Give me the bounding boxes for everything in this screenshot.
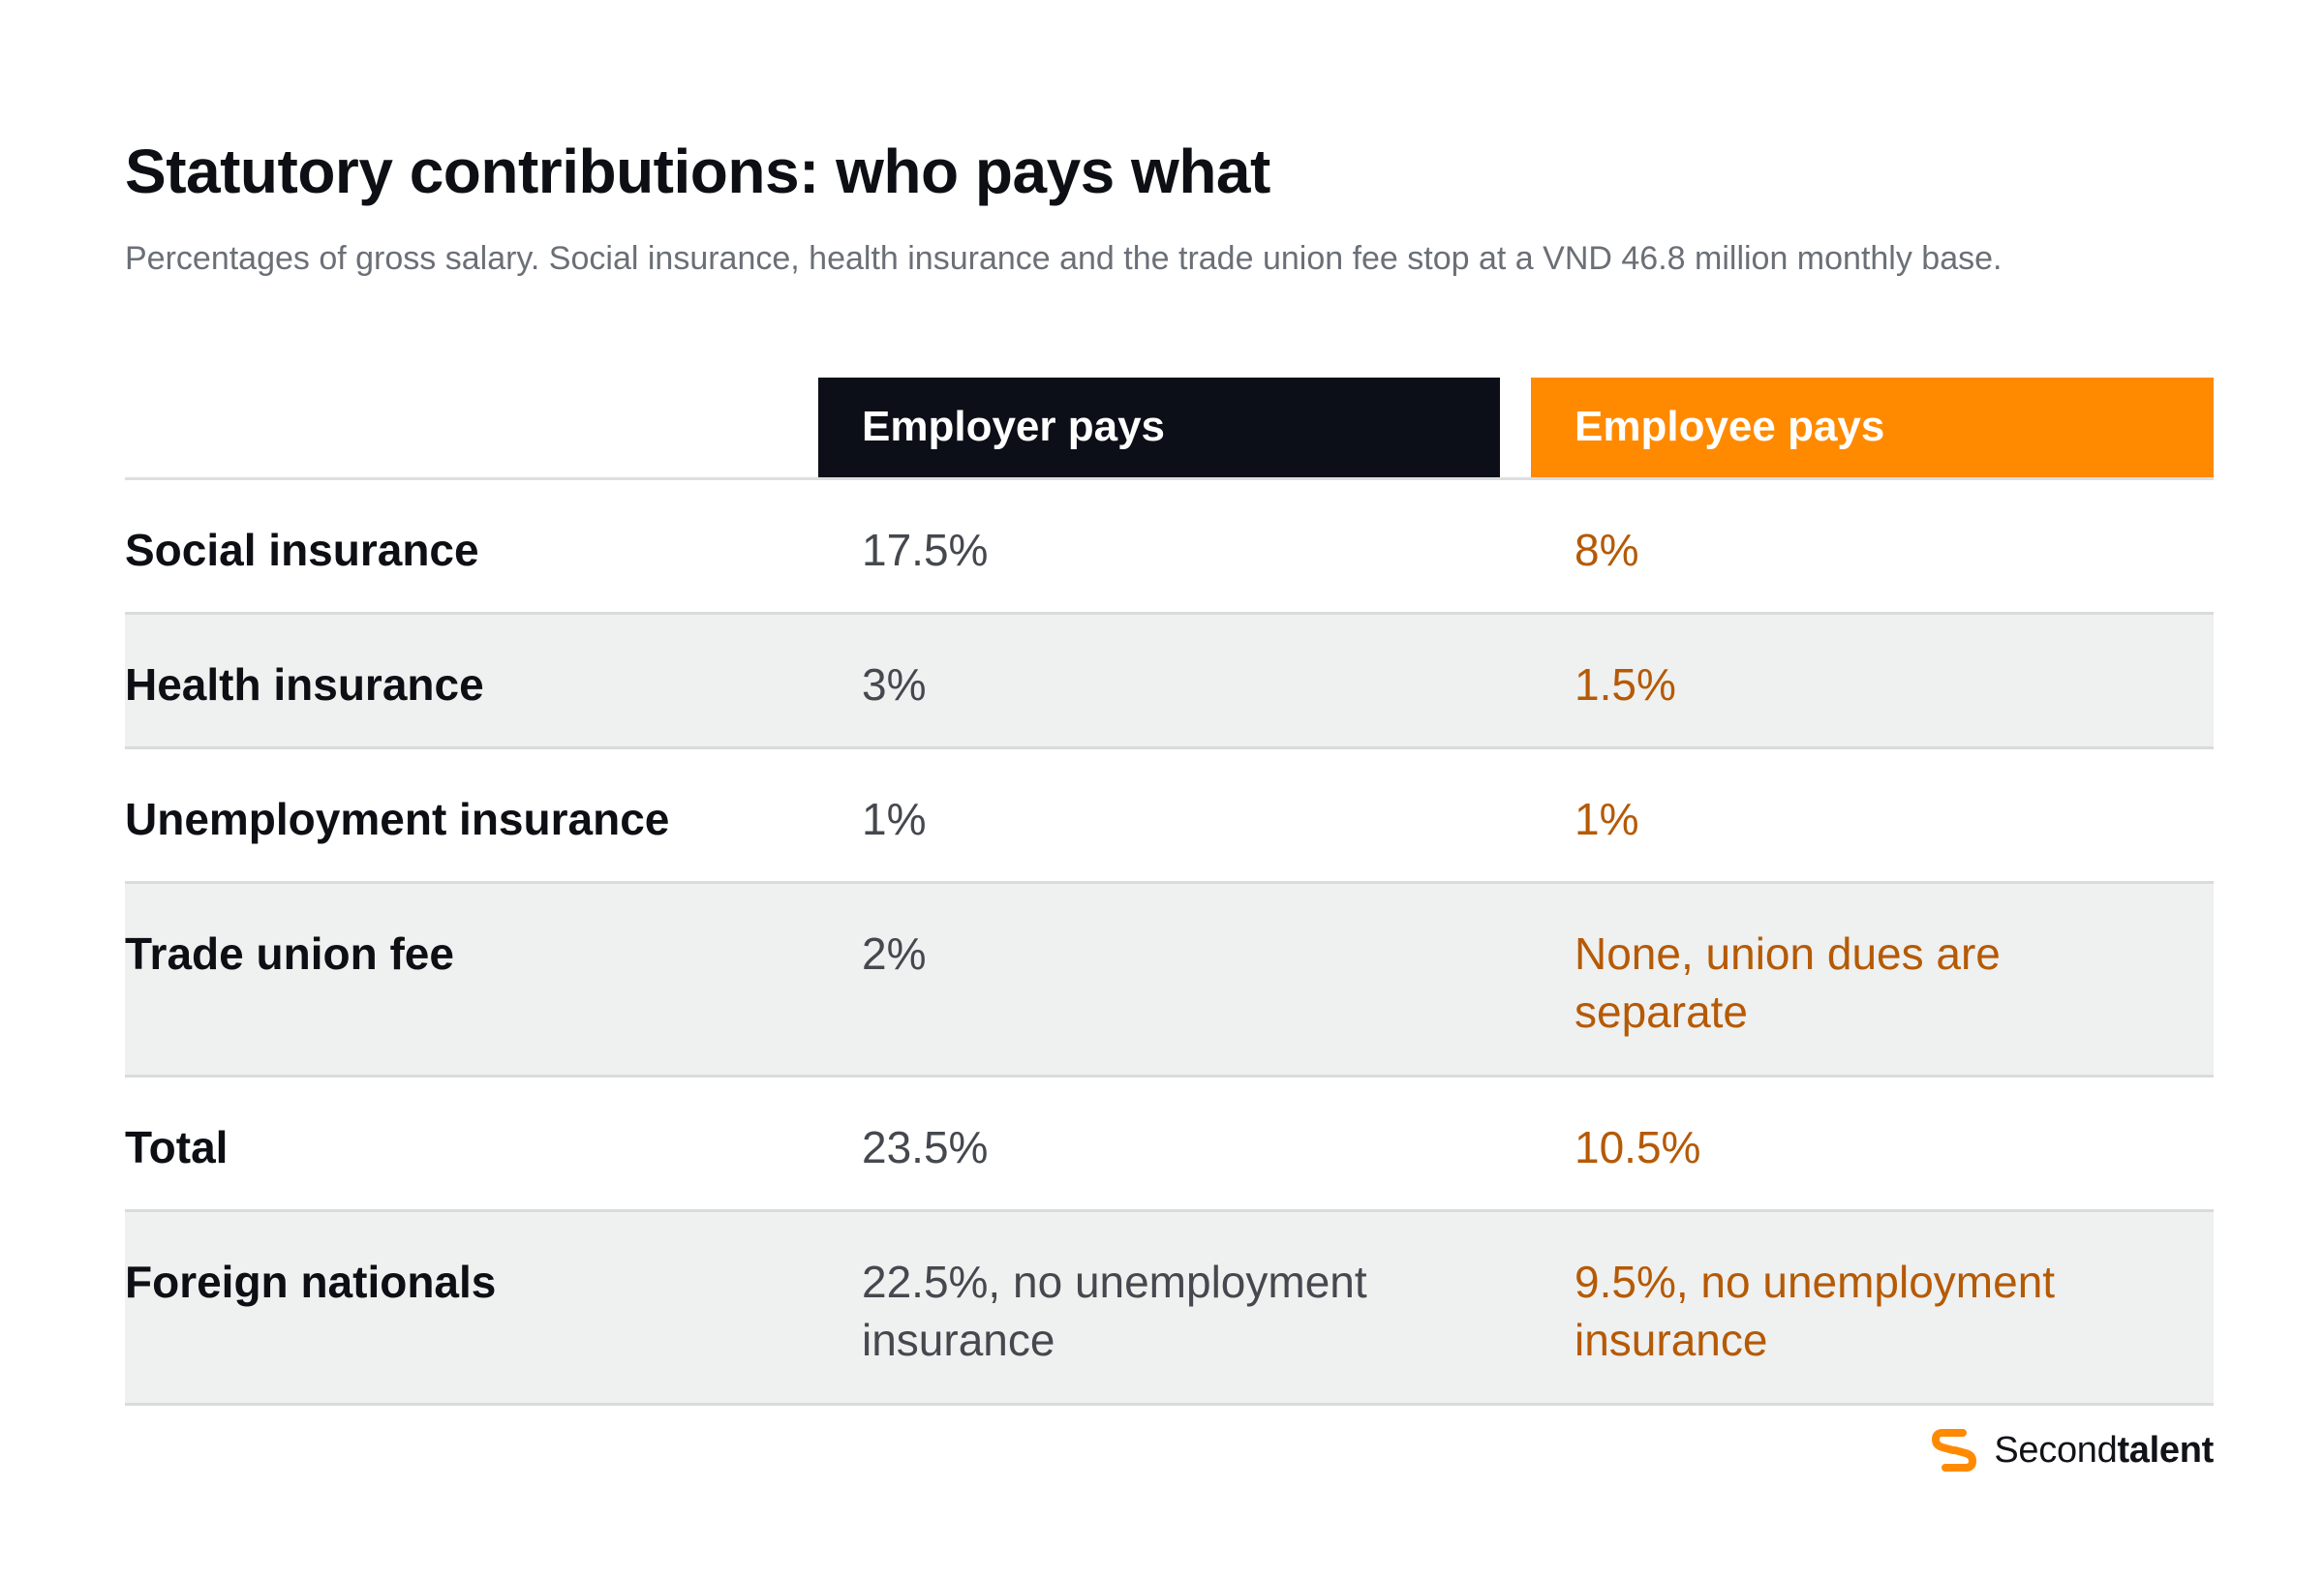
header-blank-cell <box>125 378 818 480</box>
row-label: Foreign nationals <box>125 1256 497 1307</box>
brand-name-regular: Second <box>1994 1429 2118 1471</box>
employee-value: 9.5%, no unemployment insurance <box>1575 1256 2056 1365</box>
row-label: Social insurance <box>125 524 479 575</box>
employer-value: 2% <box>862 927 927 979</box>
header-employee-pays: Employee pays <box>1531 378 2214 480</box>
chart-title: Statutory contributions: who pays what <box>125 137 1270 206</box>
employee-value: None, union dues are separate <box>1575 927 2001 1037</box>
table-row: Foreign nationals 22.5%, no unemployment… <box>125 1210 2214 1404</box>
employer-value: 22.5%, no unemployment insurance <box>862 1256 1367 1365</box>
table-row: Social insurance 17.5% 8% <box>125 478 2214 613</box>
secondtalent-logo-icon <box>1932 1429 1977 1472</box>
table-row: Unemployment insurance 1% 1% <box>125 747 2214 882</box>
employer-value: 1% <box>862 793 927 844</box>
brand-name: Secondtalent <box>1994 1430 2214 1472</box>
employer-value: 23.5% <box>862 1121 989 1172</box>
row-label: Health insurance <box>125 658 484 710</box>
employee-value: 1.5% <box>1575 658 1676 710</box>
table-row: Trade union fee 2% None, union dues are … <box>125 882 2214 1076</box>
row-label: Trade union fee <box>125 927 454 979</box>
header-gap <box>1500 378 1531 480</box>
brand-name-bold: talent <box>2117 1429 2214 1471</box>
header-employer-pays: Employer pays <box>818 378 1500 480</box>
employer-value: 17.5% <box>862 524 989 575</box>
contributions-table: Employer pays Employee pays Social insur… <box>125 378 2214 1406</box>
chart-subtitle: Percentages of gross salary. Social insu… <box>125 240 2003 277</box>
row-label: Total <box>125 1121 229 1172</box>
row-label: Unemployment insurance <box>125 793 670 844</box>
employee-value: 1% <box>1575 793 1639 844</box>
employee-value: 8% <box>1575 524 1639 575</box>
table-row: Total 23.5% 10.5% <box>125 1076 2214 1210</box>
employee-value: 10.5% <box>1575 1121 1701 1172</box>
employer-value: 3% <box>862 658 927 710</box>
table-header-row: Employer pays Employee pays <box>125 378 2214 480</box>
table-row: Health insurance 3% 1.5% <box>125 613 2214 747</box>
brand-logo: Secondtalent <box>1928 1423 2214 1477</box>
